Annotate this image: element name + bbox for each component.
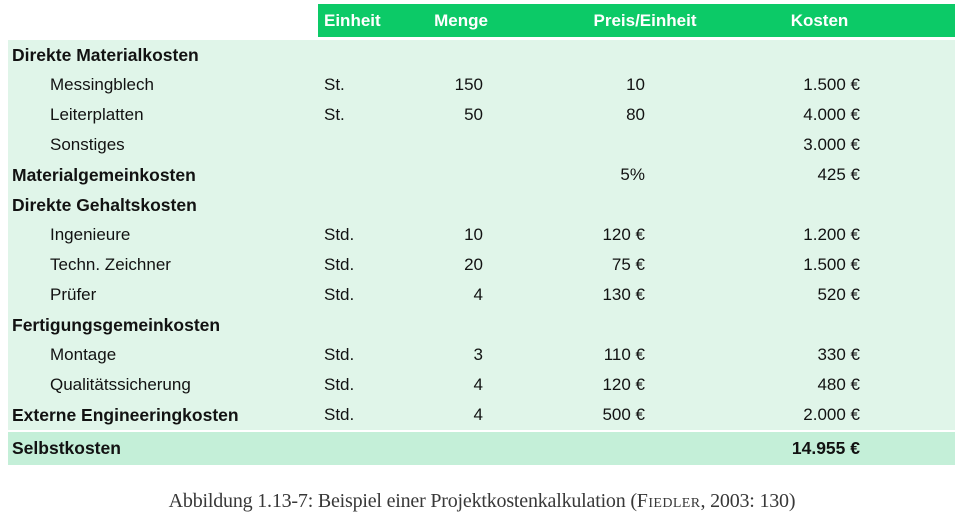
cell-preis [496,190,736,220]
total-cell-preis [496,432,736,465]
cell-menge [426,190,496,220]
row-label: Sonstiges [50,135,125,154]
table-row: Materialgemeinkosten 5% 425 € [8,160,955,190]
row-label: Fertigungsgemeinkosten [12,314,221,335]
total-cell-einheit [318,432,426,465]
cell-menge: 150 [454,75,483,94]
cell-kosten: 425 € [817,165,860,184]
cell-einheit: Std. [324,285,355,304]
cell-kosten: 2.000 € [803,405,860,424]
caption-prefix: Abbildung 1.13-7: Beispiel einer Projekt… [168,490,637,512]
row-label: Direkte Gehaltskosten [12,194,197,215]
row-label: Prüfer [50,285,97,304]
cell-kosten [736,190,955,220]
table-row: Fertigungsgemeinkosten [8,310,955,340]
cell-kosten: 4.000 € [803,105,860,124]
header-empty-cell [8,4,318,37]
cell-einheit: Std. [324,375,355,394]
total-cell-kosten: 14.955 € [791,438,860,458]
cell-einheit [318,190,426,220]
table-row: Qualitätssicherung Std. 4 120 € 480 € [8,370,955,400]
cell-preis: 10 [626,75,645,94]
table-row: Externe Engineeringkosten Std. 4 500 € 2.000… [8,400,955,430]
cell-menge: 3 [473,345,483,364]
cell-preis: 120 € [602,375,645,394]
cell-kosten: 520 € [817,285,860,304]
cell-preis: 130 € [602,285,645,304]
cell-einheit [318,310,426,340]
cell-kosten: 1.200 € [803,225,860,244]
column-header-kosten: Kosten [736,4,955,37]
cell-kosten [736,310,955,340]
cell-einheit: Std. [324,225,355,244]
cell-kosten: 1.500 € [803,75,860,94]
cell-preis [496,310,736,340]
row-label: Messingblech [50,75,154,94]
row-label: Ingenieure [50,225,131,244]
cell-einheit [318,160,426,190]
table-row: Direkte Materialkosten [8,40,955,70]
cell-einheit [318,40,426,70]
cell-einheit [318,130,426,160]
cell-einheit: Std. [324,405,355,424]
table-row: Techn. Zeichner Std. 20 75 € 1.500 € [8,250,955,280]
cell-preis: 110 € [603,345,645,364]
table-row: Sonstiges 3.000 € [8,130,955,160]
cell-preis: 75 € [611,255,645,274]
cell-kosten [736,40,955,70]
cell-einheit: St. [324,105,345,124]
cell-kosten: 1.500 € [803,255,860,274]
caption-author-smallcaps: Fiedler [636,490,701,512]
table-header-row: Einheit Menge Preis/Einheit Kosten [8,4,955,37]
cell-menge: 50 [464,105,483,124]
caption-suffix: , 2003: 130) [700,490,796,512]
table-row: Montage Std. 3 110 € 330 € [8,340,955,370]
table-row: Messingblech St. 150 10 1.500 € [8,70,955,100]
row-label: Direkte Materialkosten [12,44,199,65]
cell-kosten: 3.000 € [803,135,860,154]
cell-preis [496,130,736,160]
cell-kosten: 330 € [817,345,860,364]
table-row: Leiterplatten St. 50 80 4.000 € [8,100,955,130]
cost-table: Einheit Menge Preis/Einheit Kosten Direk… [8,4,955,465]
table-row: Prüfer Std. 4 130 € 520 € [8,280,955,310]
cell-menge: 4 [473,375,483,394]
cell-menge [426,160,496,190]
row-label: Qualitätssicherung [50,375,191,394]
row-label: Montage [50,345,117,364]
cell-preis: 500 € [602,405,645,424]
table-body: Direkte Materialkosten Messingblech St. 150… [8,40,955,430]
cell-kosten: 480 € [817,375,860,394]
figure-caption: Abbildung 1.13-7: Beispiel einer Projekt… [0,490,964,513]
cell-menge [426,40,496,70]
column-header-preis-einheit: Preis/Einheit [496,4,736,37]
cell-einheit: St. [324,75,345,94]
total-row: Selbstkosten 14.955 € [8,432,955,465]
column-header-einheit: Einheit [318,4,426,37]
cell-preis: 80 [626,105,645,124]
cell-menge: 20 [464,255,483,274]
cell-menge [426,130,496,160]
cell-menge: 4 [473,405,483,424]
total-row-label: Selbstkosten [12,438,121,458]
cell-preis: 120 € [602,225,645,244]
row-label: Materialgemeinkosten [12,164,196,185]
table-row: Ingenieure Std. 10 120 € 1.200 € [8,220,955,250]
table-row: Direkte Gehaltskosten [8,190,955,220]
cell-einheit: Std. [324,255,355,274]
column-header-menge: Menge [426,4,496,37]
cell-preis: 5% [620,165,645,184]
cell-preis [496,40,736,70]
total-cell-menge [426,432,496,465]
cell-menge [426,310,496,340]
row-label: Externe Engineeringkosten [12,404,239,425]
row-label: Leiterplatten [50,105,144,124]
cell-menge: 4 [473,285,483,304]
cell-menge: 10 [464,225,483,244]
cell-einheit: Std. [324,345,355,364]
row-label: Techn. Zeichner [50,255,171,274]
